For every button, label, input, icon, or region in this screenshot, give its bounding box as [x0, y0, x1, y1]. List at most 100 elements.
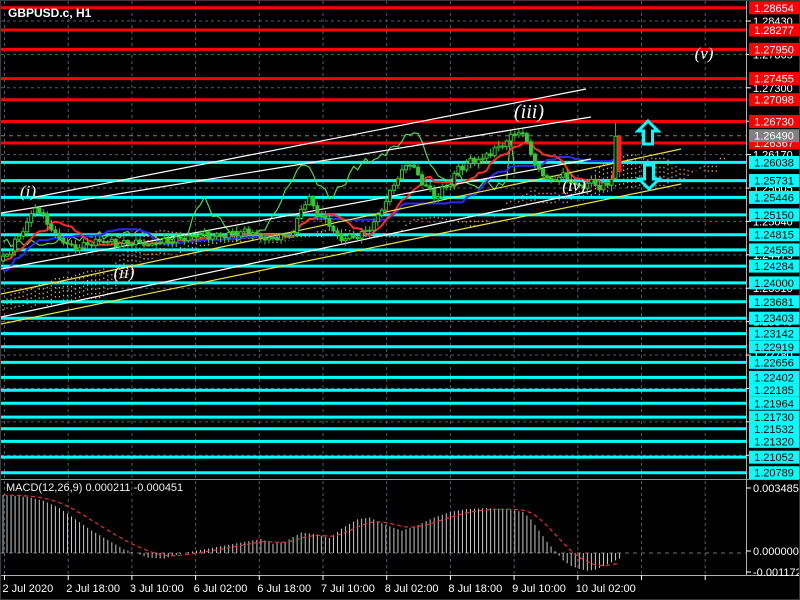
time-axis-label: 9 Jul 10:00 — [512, 583, 566, 595]
candle — [561, 172, 566, 178]
support-price-label[interactable] — [749, 276, 799, 290]
support-price-label[interactable] — [749, 327, 799, 341]
candle — [222, 235, 227, 239]
candle — [573, 182, 578, 185]
candle — [105, 241, 110, 244]
candle — [271, 237, 276, 240]
svg-text:1.28277: 1.28277 — [754, 25, 794, 37]
support-price-label[interactable] — [749, 208, 799, 222]
candle — [536, 164, 541, 170]
support-price-label[interactable] — [749, 410, 799, 424]
support-price-label[interactable] — [749, 422, 799, 436]
resistance-price-label[interactable] — [749, 72, 799, 86]
annotations: (i) (ii) (iii) (iv) (v) — [20, 44, 714, 282]
candle — [585, 182, 590, 189]
support-price-label[interactable] — [749, 174, 799, 188]
macd-pane[interactable] — [1, 494, 746, 571]
svg-text:1.24284: 1.24284 — [754, 261, 794, 273]
down-arrow[interactable] — [635, 163, 663, 192]
candle — [363, 229, 368, 233]
candle — [355, 237, 360, 240]
time-axis-label: 10 Jul 02:00 — [576, 583, 636, 595]
time-axis-label: 2 Jul 2020 — [3, 583, 54, 595]
candle — [359, 231, 364, 239]
candle — [186, 235, 191, 242]
support-price-label[interactable] — [749, 450, 799, 464]
candle — [295, 217, 300, 234]
candle — [395, 178, 400, 186]
trendline-yellow-lower[interactable] — [1, 183, 682, 325]
time-scale[interactable]: 2 Jul 2020 2 Jul 18:00 3 Jul 10:00 6 Jul 02… — [3, 575, 706, 595]
candle — [440, 186, 445, 198]
price-scale[interactable]: 1.284301.278651.273001.267351.261701.256… — [746, 1, 800, 579]
macd-signal-value: -0.000451 — [133, 482, 184, 494]
support-price-label[interactable] — [749, 340, 799, 354]
candle — [49, 223, 54, 231]
candle — [13, 238, 18, 252]
trendline-white-bottom[interactable] — [1, 190, 592, 318]
support-price-label[interactable] — [749, 434, 799, 448]
candle — [371, 221, 376, 231]
time-axis-label: 6 Jul 18:00 — [257, 583, 311, 595]
candle — [202, 231, 207, 236]
candle — [468, 158, 473, 164]
trendline-white-mid[interactable] — [1, 116, 592, 214]
elliott-wave-label[interactable]: (iv) — [562, 176, 586, 195]
candle — [605, 182, 610, 186]
support-price-label[interactable] — [749, 311, 799, 325]
svg-text:1.20789: 1.20789 — [754, 468, 794, 480]
candle — [158, 242, 163, 245]
macd-axis-tick: 0.003485 — [753, 483, 799, 495]
candle — [516, 132, 521, 136]
candle — [117, 242, 122, 248]
trendline-white-upper[interactable] — [30, 88, 587, 199]
candle — [129, 244, 134, 247]
candle — [589, 178, 594, 184]
resistance-price-label[interactable] — [749, 115, 799, 129]
svg-text:1.21052: 1.21052 — [754, 452, 794, 464]
bid-price-label[interactable] — [749, 129, 799, 143]
svg-text:1.21320: 1.21320 — [754, 436, 794, 448]
svg-text:1.23142: 1.23142 — [754, 329, 794, 341]
resistance-price-label[interactable] — [749, 93, 799, 107]
candle — [170, 241, 175, 244]
candle — [230, 231, 235, 234]
up-arrow[interactable] — [634, 118, 662, 146]
support-price-label[interactable] — [749, 355, 799, 369]
support-price-label[interactable] — [749, 295, 799, 309]
support-price-label[interactable] — [749, 466, 799, 480]
candle — [242, 228, 247, 233]
support-price-label[interactable] — [749, 190, 799, 204]
time-axis-label: 2 Jul 18:00 — [66, 583, 120, 595]
resistance-price-label[interactable] — [749, 1, 799, 15]
candle — [174, 236, 179, 243]
candle — [89, 244, 94, 247]
elliott-wave-label[interactable]: (ii) — [114, 263, 135, 282]
candle — [21, 231, 26, 237]
candle — [178, 236, 183, 239]
support-price-label[interactable] — [749, 155, 799, 169]
candle — [182, 237, 187, 242]
resistance-price-label[interactable] — [749, 42, 799, 56]
support-price-label[interactable] — [749, 228, 799, 242]
support-price-label[interactable] — [749, 383, 799, 397]
support-price-label[interactable] — [749, 243, 799, 257]
elliott-wave-label[interactable]: (v) — [695, 44, 714, 63]
candle — [33, 207, 38, 215]
svg-text:1.22402: 1.22402 — [754, 372, 794, 384]
candle — [331, 225, 336, 232]
elliott-wave-label[interactable]: (i) — [20, 182, 36, 201]
elliott-wave-label[interactable]: (iii) — [514, 101, 544, 123]
trendline-white-lower[interactable] — [1, 158, 592, 270]
support-price-label[interactable] — [749, 370, 799, 384]
macd-signal-line — [2, 494, 620, 567]
candle — [541, 168, 546, 177]
resistance-price-label[interactable] — [749, 23, 799, 37]
candles — [1, 122, 622, 265]
candle — [351, 234, 356, 239]
svg-text:1.28654: 1.28654 — [754, 3, 794, 15]
support-price-label[interactable] — [749, 259, 799, 273]
support-price-label[interactable] — [749, 396, 799, 410]
